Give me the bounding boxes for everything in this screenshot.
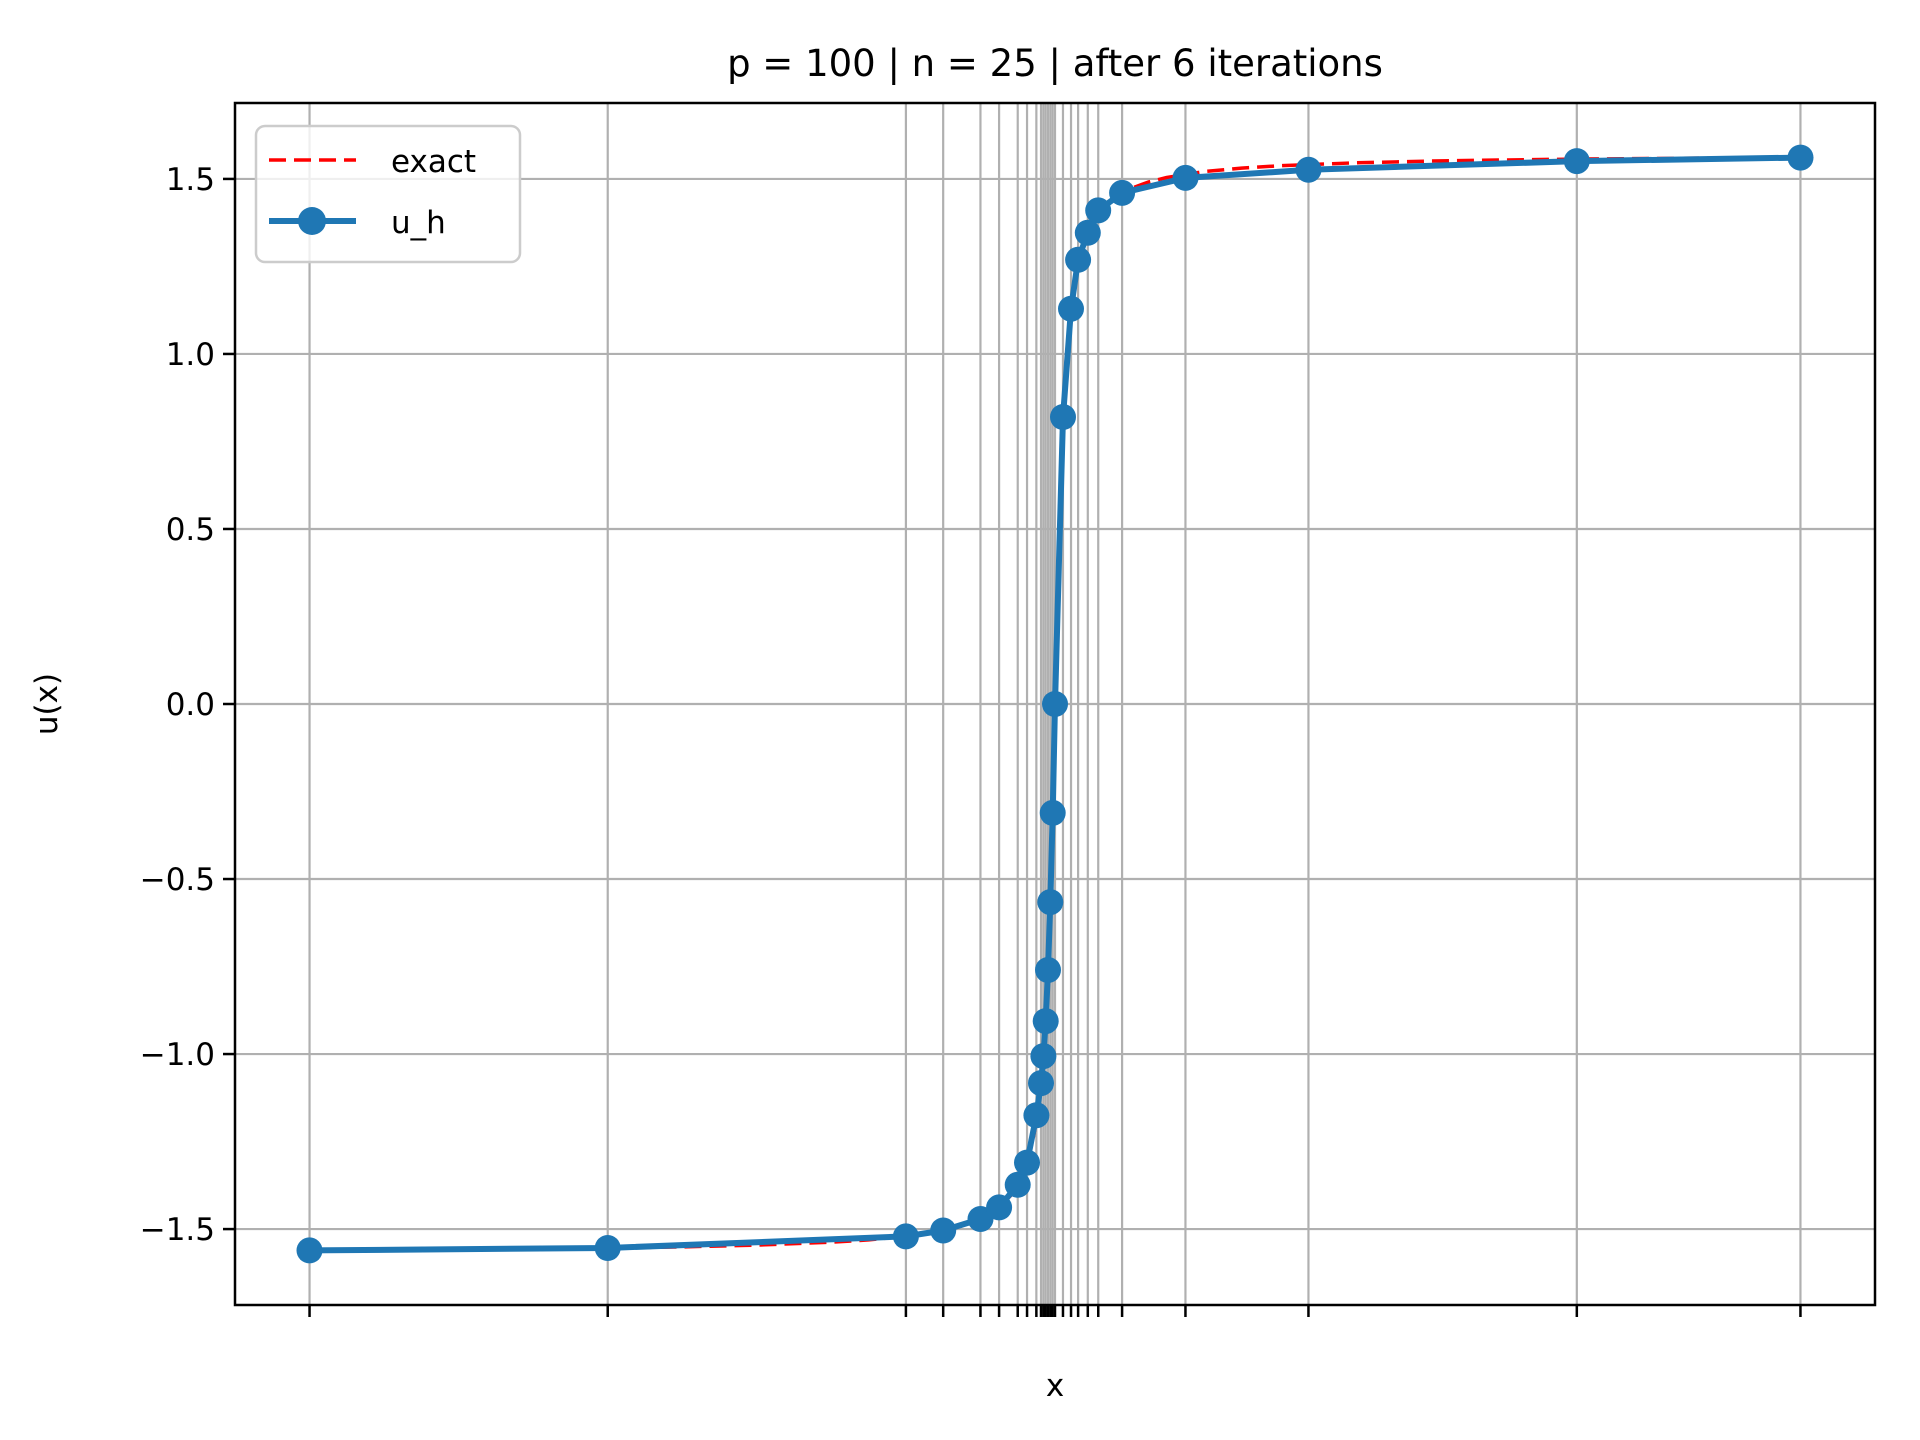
y-tick-label: 1.5 — [166, 162, 215, 198]
data-point-marker — [1085, 197, 1112, 224]
chart-title: p = 100 | n = 25 | after 6 iterations — [727, 42, 1383, 85]
data-point-marker — [967, 1206, 994, 1232]
y-tick-label: 1.0 — [166, 337, 215, 373]
data-point-marker — [1014, 1149, 1040, 1176]
data-point-marker — [1028, 1070, 1054, 1097]
data-point-marker — [1023, 1102, 1050, 1129]
data-point-marker — [1563, 148, 1590, 175]
data-point-marker — [1042, 691, 1068, 717]
y-axis-label: u(x) — [29, 673, 65, 735]
legend-exact-label: exact — [391, 144, 476, 180]
legend-box — [254, 124, 522, 264]
legend: exact u_h — [254, 124, 522, 264]
y-tick-label: 0.0 — [166, 687, 215, 723]
data-point-marker — [1039, 799, 1066, 826]
data-point-marker — [892, 1223, 919, 1250]
data-point-marker — [1065, 246, 1092, 273]
data-point-marker — [1030, 1043, 1057, 1070]
data-point-marker — [1058, 295, 1084, 322]
data-point-marker — [1172, 164, 1199, 191]
data-point-marker — [930, 1217, 957, 1244]
data-point-marker — [1074, 219, 1101, 246]
data-point-marker — [1109, 179, 1136, 206]
data-point-marker — [1050, 404, 1076, 430]
data-point-marker — [1295, 156, 1322, 183]
series-layer — [296, 144, 1814, 1264]
x-axis-label: x — [1046, 1368, 1064, 1404]
data-point-marker — [986, 1194, 1013, 1221]
data-point-marker — [1037, 889, 1064, 916]
y-tick-label: 0.5 — [166, 512, 215, 548]
data-point-marker — [1032, 1008, 1059, 1035]
y-tick-label: −1.0 — [140, 1037, 215, 1073]
data-point-marker — [296, 1237, 323, 1264]
y-tick-labels: 1.5 1.0 0.5 0.0 −0.5 −1.0 −1.5 — [140, 162, 215, 1248]
data-point-marker — [1004, 1171, 1031, 1198]
y-tick-label: −0.5 — [140, 862, 215, 898]
tick-layer — [223, 177, 1802, 1317]
data-point-marker — [1787, 144, 1814, 171]
data-point-marker — [594, 1235, 621, 1261]
data-point-marker — [1035, 957, 1061, 983]
legend-uh-marker-sample — [298, 207, 326, 235]
y-tick-label: −1.5 — [140, 1212, 215, 1248]
legend-uh-label: u_h — [391, 205, 446, 241]
